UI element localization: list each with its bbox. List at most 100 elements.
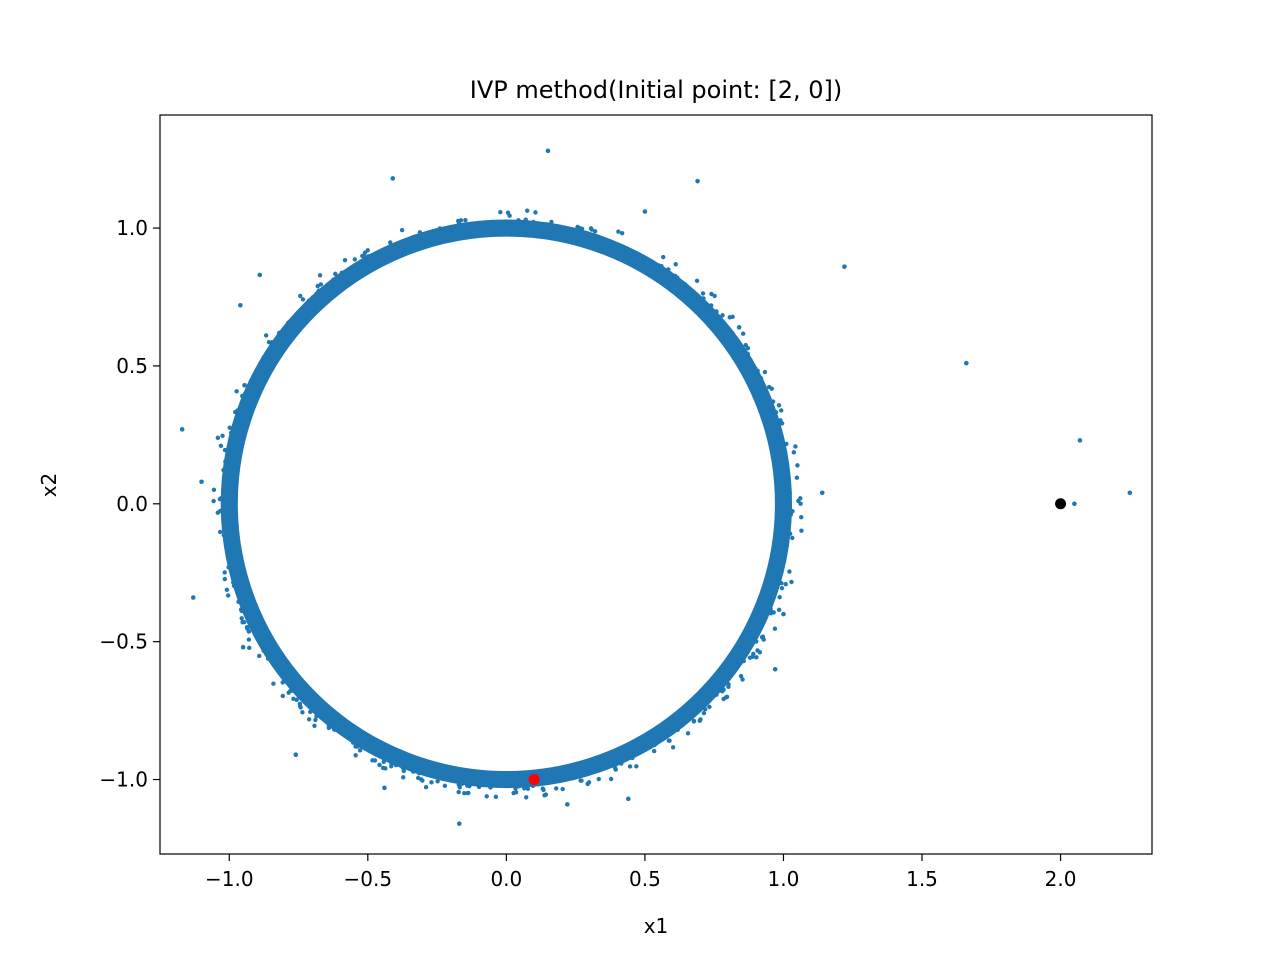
x-tick-label: 0.0	[490, 867, 522, 891]
ring-point	[291, 696, 296, 701]
ring-point	[315, 283, 320, 289]
y-tick-label: −1.0	[99, 768, 148, 792]
ring-point	[218, 496, 224, 501]
ring-point	[624, 246, 629, 251]
ring-point	[257, 653, 262, 659]
ring-point	[317, 273, 323, 278]
ring-point	[701, 710, 707, 716]
ring-point	[730, 314, 735, 319]
ring-point	[430, 773, 436, 779]
ring-point	[589, 227, 594, 232]
outlier-point	[190, 595, 196, 600]
ring-point	[793, 444, 798, 449]
ring-point	[720, 313, 725, 318]
ring-point	[293, 690, 299, 695]
x-tick-label: 0.5	[629, 867, 661, 891]
outlier-point	[179, 427, 185, 432]
ring-point	[638, 253, 644, 259]
ring-point	[796, 498, 801, 504]
ring-point	[266, 339, 272, 345]
outlier-point	[772, 666, 778, 672]
ring-point	[787, 569, 792, 574]
ring-point	[461, 222, 466, 227]
ring-point	[308, 709, 313, 715]
ring-point	[218, 443, 224, 449]
ring-point	[484, 794, 489, 799]
ring-point	[393, 762, 399, 768]
ring-point	[245, 616, 251, 622]
outlier-point	[695, 178, 700, 184]
ring-point	[386, 757, 392, 762]
ring-point	[740, 677, 745, 682]
ring-point	[418, 770, 423, 775]
plot-frame	[159, 114, 1153, 855]
ring-point	[690, 290, 695, 295]
ring-point	[685, 731, 691, 736]
ring-point	[691, 719, 697, 724]
ring-point	[366, 254, 371, 259]
ring-point	[757, 625, 763, 630]
outlier-point	[240, 644, 246, 650]
ring-point	[673, 262, 678, 267]
ring-point	[298, 705, 303, 710]
ring-point	[342, 258, 348, 263]
ring-point	[459, 781, 465, 786]
ring-point	[766, 384, 772, 390]
ring-point	[245, 626, 250, 631]
ring-point	[516, 784, 522, 789]
ring-point	[702, 702, 708, 708]
ring-point	[772, 626, 778, 631]
ring-point	[758, 376, 764, 381]
ring-point	[703, 302, 708, 307]
ring-point	[498, 209, 503, 215]
ring-point	[390, 759, 396, 764]
ring-point	[551, 779, 556, 784]
ring-point	[575, 773, 581, 779]
ring-point	[248, 378, 254, 384]
ring-point	[420, 778, 425, 783]
ring-point	[523, 217, 528, 222]
ring-point	[779, 581, 784, 586]
ring-point	[437, 776, 442, 781]
ring-point	[750, 639, 756, 645]
ring-point	[754, 655, 759, 660]
ring-point	[727, 674, 732, 680]
outlier-point	[1127, 490, 1133, 496]
ring-point	[689, 713, 695, 719]
ring-point	[339, 270, 345, 275]
ring-point	[387, 244, 393, 249]
ring-point	[225, 593, 231, 598]
ring-point	[599, 236, 604, 242]
ring-point	[524, 208, 530, 213]
ring-point	[781, 559, 787, 564]
ring-point	[410, 769, 416, 774]
ring-point	[280, 329, 285, 334]
ring-point	[247, 645, 252, 651]
y-tick-label: 1.0	[116, 216, 148, 240]
ring-point	[771, 610, 776, 615]
outlier-point	[736, 325, 742, 330]
ring-point	[423, 785, 429, 790]
ring-point	[265, 656, 271, 661]
ring-point	[505, 210, 511, 215]
ring-point	[388, 240, 393, 245]
ring-point	[463, 217, 468, 223]
initial-point-marker	[1055, 498, 1067, 510]
ring-point	[223, 459, 228, 464]
ring-point	[757, 650, 763, 655]
ring-point	[773, 410, 779, 415]
ring-point	[360, 253, 365, 259]
ring-point	[506, 783, 511, 788]
ring-point	[475, 221, 480, 226]
ring-point	[578, 778, 583, 783]
ring-point	[417, 230, 423, 235]
ring-point	[524, 795, 529, 800]
ring-point	[222, 576, 227, 582]
ring-point	[707, 697, 712, 702]
y-tick-label: −0.5	[99, 630, 148, 654]
ring-point	[760, 634, 766, 639]
ring-point	[306, 717, 312, 722]
ring-point	[399, 227, 405, 233]
ring-point	[264, 651, 269, 656]
ring-point	[711, 309, 716, 314]
